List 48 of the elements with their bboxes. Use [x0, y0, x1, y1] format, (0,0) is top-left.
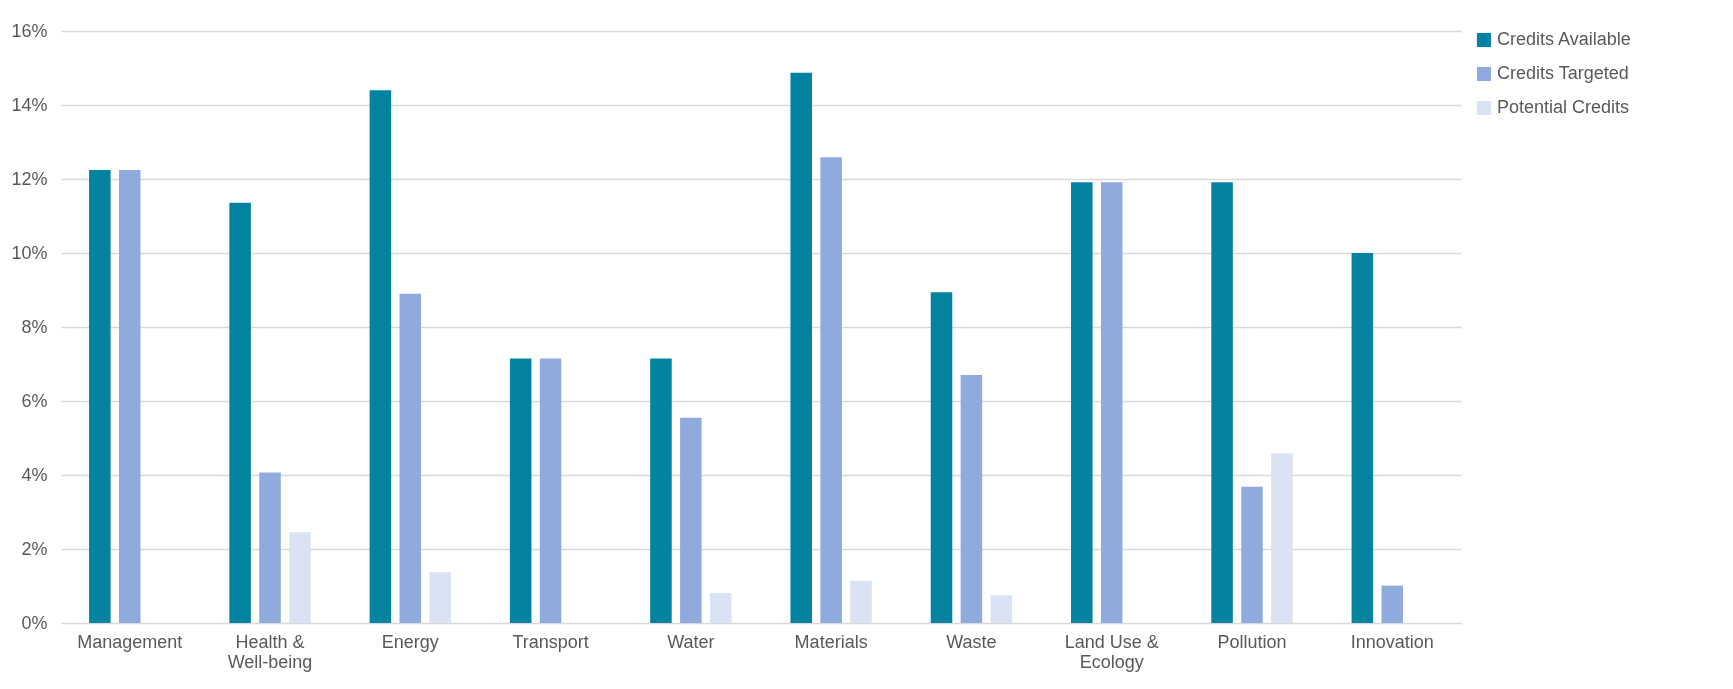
x-tick-label: Land Use & Ecology — [1064, 631, 1159, 672]
bar — [1271, 453, 1293, 623]
bar — [399, 293, 422, 623]
bar — [930, 292, 953, 623]
bar — [229, 202, 251, 623]
bar — [790, 72, 812, 623]
y-tick-label: 0% — [21, 612, 48, 633]
x-tick-label: Water — [667, 631, 715, 652]
legend-label: Potential Credits — [1497, 97, 1630, 117]
bar — [850, 580, 872, 623]
bar — [960, 375, 983, 623]
bar — [710, 593, 732, 623]
bar — [680, 417, 702, 623]
y-tick-label: 8% — [21, 316, 48, 337]
bar — [509, 358, 532, 623]
x-tick-label: Transport — [512, 631, 589, 652]
x-tick-label: Pollution — [1217, 631, 1287, 652]
y-tick-label: 12% — [11, 168, 48, 189]
x-tick-label: Management — [77, 631, 183, 652]
bar — [990, 595, 1013, 623]
y-tick-label: 14% — [11, 94, 48, 115]
bar — [820, 157, 842, 623]
bar — [1241, 486, 1263, 623]
bar — [1351, 253, 1374, 623]
legend-label: Credits Available — [1497, 29, 1631, 49]
bar — [429, 572, 451, 623]
x-tick-label: Materials — [794, 631, 868, 652]
x-tick-label: Energy — [381, 631, 439, 652]
bar — [1100, 182, 1123, 623]
bar — [259, 472, 281, 623]
bar — [1211, 182, 1233, 623]
y-tick-label: 6% — [21, 390, 48, 411]
y-tick-label: 4% — [21, 464, 48, 485]
y-tick-label: 2% — [21, 538, 48, 559]
bar — [89, 170, 111, 623]
bar — [539, 358, 562, 623]
y-tick-label: 10% — [11, 242, 48, 263]
x-tick-label: Health & Well-being — [227, 631, 313, 672]
bar — [1071, 182, 1093, 623]
y-tick-label: 16% — [11, 20, 48, 41]
bar — [369, 90, 392, 623]
bar — [650, 358, 672, 623]
legend-label: Credits Targeted — [1497, 63, 1629, 83]
bar — [289, 532, 311, 623]
x-tick-label: Waste — [946, 631, 997, 652]
bar — [1381, 585, 1404, 623]
bar — [118, 170, 141, 623]
x-tick-label: Innovation — [1350, 631, 1434, 652]
